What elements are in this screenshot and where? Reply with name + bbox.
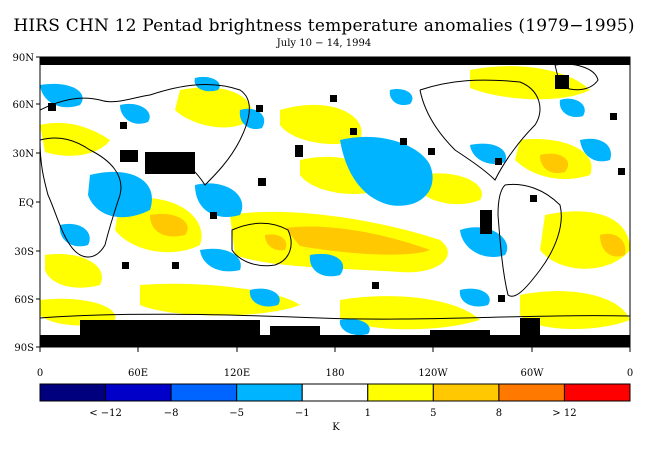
lon-label-120w: 120W (418, 368, 448, 379)
colorbar-swatch (563, 383, 631, 402)
lat-label-30n: 30N (13, 149, 35, 160)
colorbar-label: −5 (229, 408, 244, 419)
colorbar: < −12 −8 −5 −1 1 5 8 > 12 (39, 383, 631, 419)
colorbar-swatch (367, 383, 434, 402)
lon-label-60w: 60W (520, 368, 544, 379)
lon-label-0-right: 0 (627, 368, 633, 379)
lat-label-30s: 30S (14, 247, 34, 258)
lat-label-eq: EQ (19, 198, 35, 209)
coastlines (40, 63, 630, 320)
lat-label-60n: 60N (13, 100, 35, 111)
colorbar-label: −1 (295, 408, 310, 419)
lon-label-120e: 120E (224, 368, 250, 379)
colorbar-label: > 12 (552, 408, 576, 419)
map-title: HIRS CHN 12 Pentad brightness temperatur… (13, 16, 635, 36)
positive-anomaly-patches (40, 66, 630, 330)
latitude-axis (36, 56, 40, 348)
colorbar-label: −8 (164, 408, 179, 419)
colorbar-swatch (432, 383, 500, 402)
lat-label-90n: 90N (13, 53, 35, 64)
lon-label-180: 180 (325, 368, 344, 379)
negative-anomaly-patches (40, 76, 611, 336)
colorbar-label: 8 (496, 408, 502, 419)
colorbar-swatch (105, 383, 172, 402)
lon-label-60e: 60E (128, 368, 148, 379)
lat-label-90s: 90S (14, 343, 34, 354)
colorbar-swatch (236, 383, 303, 402)
strong-positive-patches (150, 153, 626, 257)
colorbar-swatch (39, 383, 107, 402)
lat-label-60s: 60S (14, 295, 34, 306)
colorbar-swatch (170, 383, 238, 402)
colorbar-label: < −12 (89, 408, 122, 419)
anomaly-field (40, 57, 630, 347)
colorbar-swatch (498, 383, 565, 402)
colorbar-unit: K (332, 422, 340, 433)
colorbar-swatch (301, 383, 369, 402)
missing-data (40, 57, 630, 347)
lon-label-0-left: 0 (37, 368, 43, 379)
colorbar-label: 5 (430, 408, 436, 419)
longitude-axis (39, 347, 631, 352)
colorbar-label: 1 (365, 408, 371, 419)
map-subtitle: July 10 − 14, 1994 (276, 38, 372, 49)
